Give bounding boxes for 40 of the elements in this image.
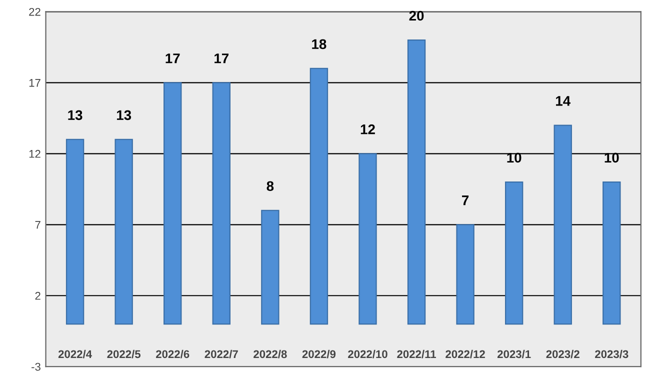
bar — [164, 82, 182, 325]
x-tick-label: 2023/2 — [546, 350, 580, 358]
data-label: 13 — [116, 110, 132, 120]
y-tick-label: 17 — [29, 79, 40, 87]
y-tick-label: 22 — [29, 8, 40, 16]
bar — [407, 40, 426, 325]
x-tick-label: 2022/4 — [58, 350, 92, 358]
x-tick-label: 2023/1 — [497, 350, 531, 358]
data-label: 17 — [214, 54, 229, 64]
y-tick-label: 7 — [35, 221, 40, 229]
x-tick-label: 2022/5 — [107, 350, 141, 358]
x-tick-label: 2022/12 — [446, 350, 485, 358]
bar — [261, 210, 280, 325]
y-tick-label: -3 — [32, 362, 40, 371]
x-tick-label: 2022/11 — [397, 350, 436, 358]
y-tick-label: 12 — [29, 150, 40, 158]
data-label: 8 — [266, 181, 274, 192]
bar — [114, 138, 133, 325]
bar — [310, 68, 328, 325]
bar — [504, 181, 524, 325]
bar — [358, 153, 377, 325]
data-label: 20 — [409, 10, 424, 21]
data-label: 17 — [166, 54, 180, 64]
bar — [554, 124, 572, 325]
bar — [456, 224, 474, 325]
x-tick-label: 2022/8 — [254, 350, 287, 358]
x-tick-label: 2022/10 — [348, 350, 388, 358]
data-label: 13 — [68, 110, 82, 120]
bar — [212, 82, 230, 325]
bar — [602, 181, 621, 325]
x-tick-label: 2022/6 — [156, 350, 190, 358]
data-label: 7 — [462, 196, 469, 206]
y-tick-label: 2 — [35, 292, 40, 300]
bar — [66, 138, 84, 325]
data-label: 14 — [556, 96, 571, 106]
x-tick-label: 2023/3 — [595, 350, 628, 358]
x-tick-label: 2022/7 — [204, 350, 238, 358]
data-label: 12 — [360, 124, 375, 134]
data-label: 18 — [312, 39, 326, 50]
x-tick-label: 2022/9 — [302, 350, 336, 358]
